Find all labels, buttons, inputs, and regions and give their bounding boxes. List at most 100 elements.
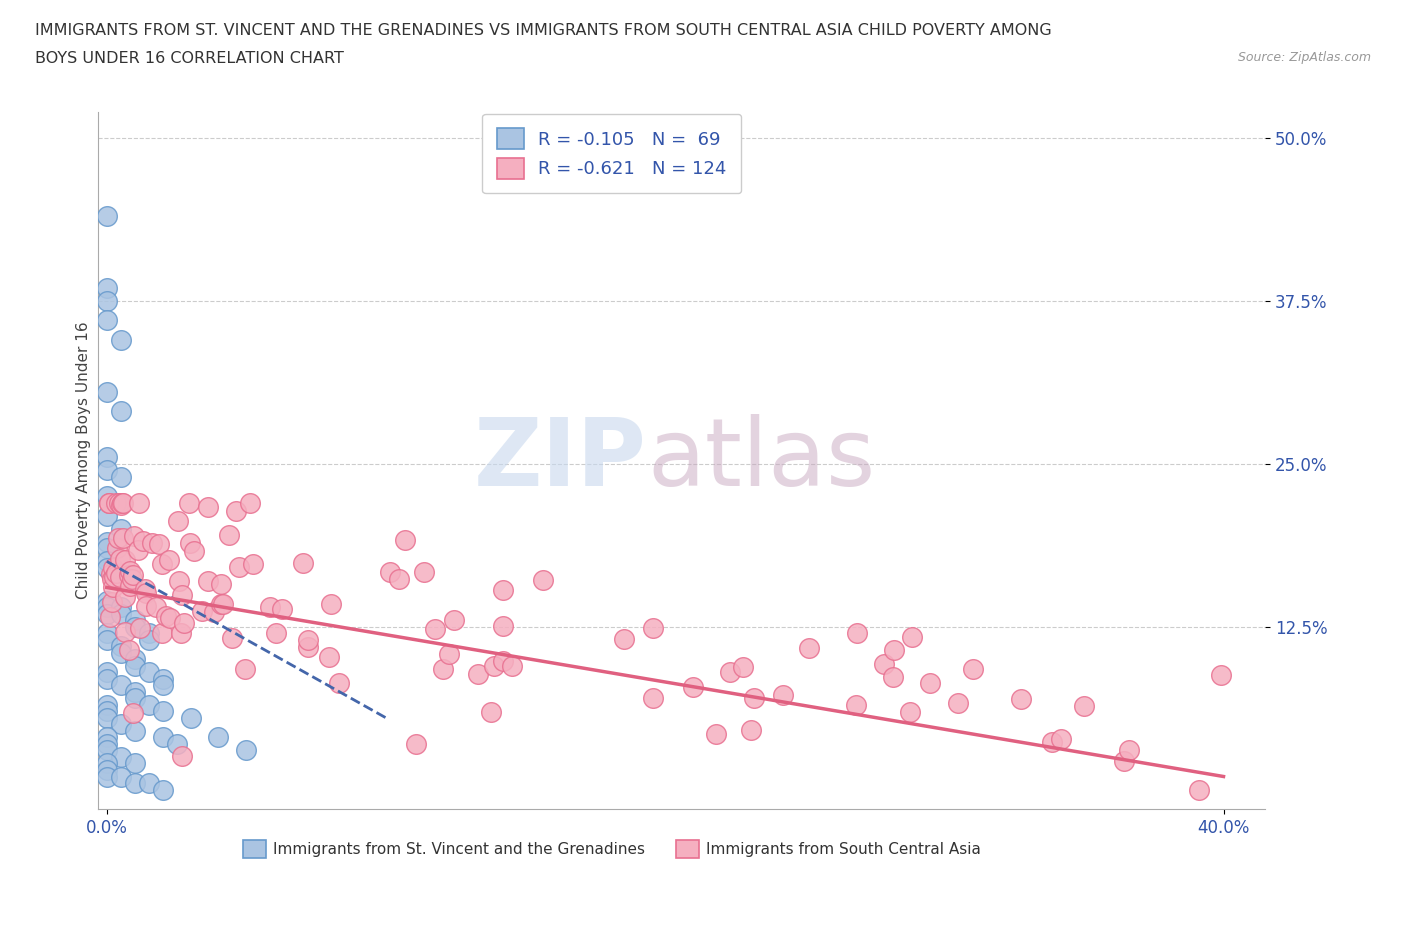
Point: [110, 717, 132, 732]
Point: [682, 679, 704, 694]
Point: [107, 496, 129, 511]
Point: [145, 599, 167, 614]
Point: [96, 756, 118, 771]
Point: [100, 566, 122, 581]
Point: [179, 536, 201, 551]
Point: [740, 723, 762, 737]
Point: [96, 449, 118, 464]
Point: [1050, 732, 1073, 747]
Point: [122, 568, 145, 583]
Point: [122, 528, 145, 543]
Point: [239, 496, 262, 511]
Point: [297, 639, 319, 654]
Point: [152, 730, 174, 745]
Point: [128, 496, 150, 511]
Point: [209, 577, 232, 591]
Point: [118, 564, 141, 578]
Point: [104, 565, 127, 580]
Point: [121, 706, 143, 721]
Point: [159, 610, 181, 625]
Point: [225, 503, 247, 518]
Point: [845, 626, 868, 641]
Point: [96, 711, 118, 725]
Point: [1114, 754, 1136, 769]
Point: [96, 280, 118, 295]
Point: [179, 496, 201, 511]
Point: [135, 598, 157, 613]
Point: [155, 608, 177, 623]
Point: [183, 543, 205, 558]
Point: [110, 600, 132, 615]
Point: [105, 540, 128, 555]
Point: [110, 567, 132, 582]
Point: [110, 404, 132, 418]
Point: [96, 593, 118, 608]
Point: [110, 498, 132, 512]
Point: [643, 620, 665, 635]
Point: [96, 763, 118, 777]
Point: [291, 555, 314, 570]
Point: [152, 782, 174, 797]
Point: [297, 632, 319, 647]
Text: atlas: atlas: [647, 415, 875, 506]
Point: [100, 595, 122, 610]
Point: [380, 565, 402, 579]
Point: [432, 661, 454, 676]
Point: [242, 557, 264, 572]
Point: [138, 665, 160, 680]
Point: [883, 643, 905, 658]
Point: [501, 658, 523, 673]
Point: [233, 661, 256, 676]
Point: [901, 630, 924, 644]
Point: [96, 561, 118, 576]
Point: [96, 312, 118, 327]
Point: [124, 691, 146, 706]
Point: [918, 675, 941, 690]
Point: [108, 552, 131, 567]
Point: [131, 533, 153, 548]
Point: [110, 574, 132, 589]
Point: [318, 650, 340, 665]
Point: [110, 522, 132, 537]
Point: [111, 496, 134, 511]
Point: [124, 613, 146, 628]
Point: [492, 653, 515, 668]
Point: [212, 596, 235, 611]
Text: BOYS UNDER 16 CORRELATION CHART: BOYS UNDER 16 CORRELATION CHART: [35, 51, 344, 66]
Point: [531, 573, 554, 588]
Point: [111, 531, 134, 546]
Point: [96, 737, 118, 751]
Point: [643, 691, 665, 706]
Point: [467, 667, 489, 682]
Point: [423, 621, 446, 636]
Point: [1188, 782, 1211, 797]
Point: [484, 658, 506, 673]
Point: [197, 574, 219, 589]
Point: [873, 657, 896, 671]
Point: [124, 756, 146, 771]
Point: [898, 704, 921, 719]
Point: [731, 659, 754, 674]
Point: [96, 535, 118, 550]
Point: [110, 332, 132, 347]
Point: [718, 664, 741, 679]
Point: [138, 698, 160, 712]
Point: [439, 646, 461, 661]
Point: [114, 552, 136, 567]
Point: [152, 704, 174, 719]
Point: [202, 605, 225, 620]
Point: [96, 293, 118, 308]
Point: [124, 658, 146, 673]
Point: [101, 579, 124, 594]
Point: [946, 696, 969, 711]
Point: [107, 531, 129, 546]
Point: [96, 632, 118, 647]
Text: Source: ZipAtlas.com: Source: ZipAtlas.com: [1237, 51, 1371, 64]
Point: [492, 618, 515, 633]
Point: [127, 542, 149, 557]
Point: [96, 769, 118, 784]
Point: [235, 743, 257, 758]
Point: [443, 613, 465, 628]
Point: [148, 537, 170, 551]
Point: [138, 776, 160, 790]
